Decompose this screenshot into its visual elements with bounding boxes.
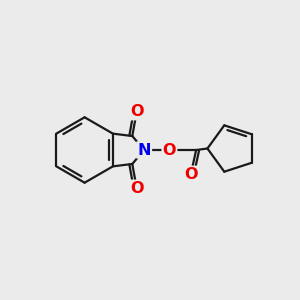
Text: N: N bbox=[137, 142, 151, 158]
Text: O: O bbox=[130, 104, 143, 119]
Text: O: O bbox=[130, 181, 143, 196]
Text: O: O bbox=[163, 142, 176, 158]
Text: O: O bbox=[184, 167, 197, 182]
